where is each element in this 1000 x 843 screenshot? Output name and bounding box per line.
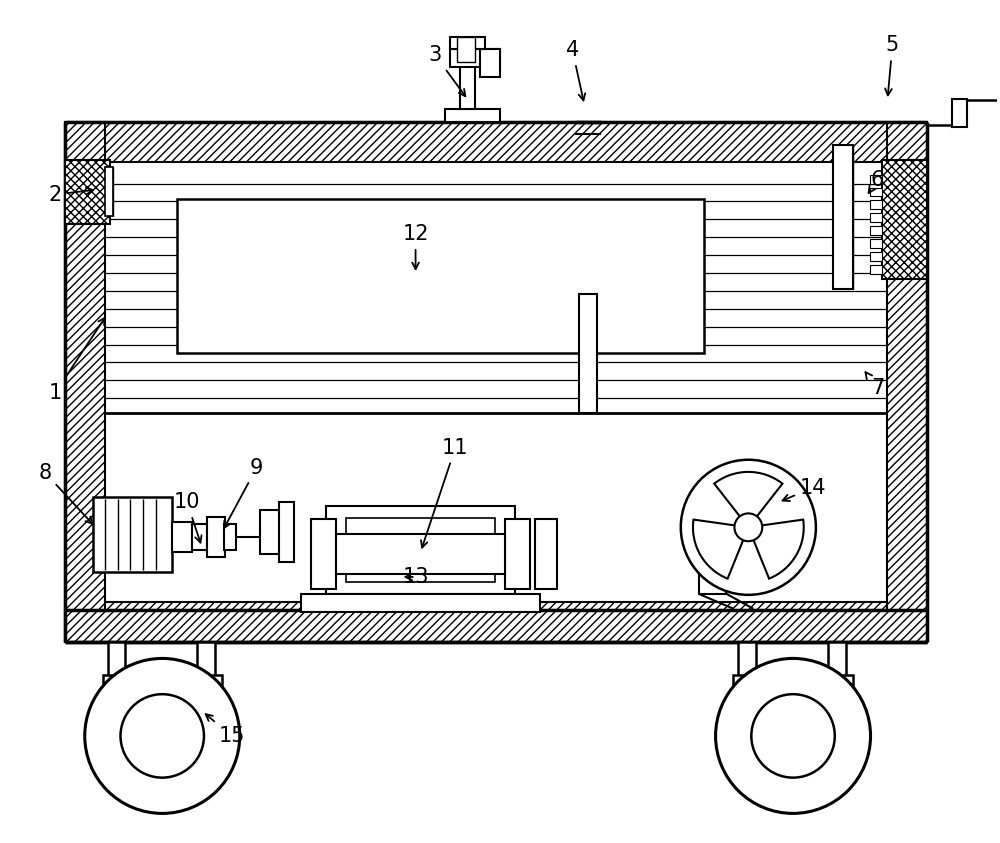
Bar <box>870 239 882 248</box>
Bar <box>887 122 927 642</box>
Bar <box>952 99 967 127</box>
Text: 8: 8 <box>38 463 92 524</box>
Bar <box>870 187 882 196</box>
Circle shape <box>121 694 204 777</box>
Bar <box>870 175 882 184</box>
Bar <box>346 518 495 582</box>
Bar <box>207 518 225 557</box>
Text: 11: 11 <box>421 438 469 548</box>
Text: 9: 9 <box>224 458 263 528</box>
Bar <box>738 642 756 691</box>
Bar <box>870 265 882 274</box>
Bar <box>828 642 846 691</box>
Bar <box>733 675 853 691</box>
Text: 1: 1 <box>48 318 105 403</box>
Bar <box>103 675 222 691</box>
Text: 10: 10 <box>174 492 202 543</box>
Circle shape <box>751 694 835 777</box>
Bar <box>870 252 882 261</box>
Bar <box>65 122 105 642</box>
Bar <box>260 510 281 554</box>
Bar <box>65 602 927 642</box>
Bar <box>505 519 530 589</box>
Bar <box>450 50 500 67</box>
Text: 14: 14 <box>783 478 826 501</box>
Wedge shape <box>748 519 804 578</box>
Bar <box>224 524 236 550</box>
Bar <box>65 609 927 642</box>
Bar <box>870 201 882 209</box>
Circle shape <box>716 658 871 813</box>
Circle shape <box>734 513 762 541</box>
Text: 4: 4 <box>566 40 585 100</box>
Text: 3: 3 <box>429 46 465 96</box>
Text: 5: 5 <box>885 35 899 95</box>
Bar <box>450 36 485 50</box>
Bar <box>301 593 540 612</box>
Bar <box>870 213 882 223</box>
Bar <box>833 145 853 289</box>
Bar <box>457 36 475 62</box>
Bar <box>65 122 927 162</box>
Bar <box>65 159 110 224</box>
Bar <box>579 294 597 413</box>
Bar <box>105 167 113 217</box>
Circle shape <box>85 658 240 813</box>
Text: 13: 13 <box>402 567 429 587</box>
Text: 12: 12 <box>402 224 429 269</box>
Bar <box>870 226 882 235</box>
Wedge shape <box>693 519 748 578</box>
Bar <box>177 200 704 353</box>
Text: 7: 7 <box>865 372 884 398</box>
Bar <box>336 534 505 574</box>
Bar <box>93 497 172 572</box>
Bar <box>192 524 207 550</box>
Wedge shape <box>714 472 782 528</box>
Bar <box>326 507 515 593</box>
Circle shape <box>681 459 816 595</box>
Bar <box>882 159 927 279</box>
Bar <box>172 523 192 552</box>
Text: 2: 2 <box>48 185 93 205</box>
Bar <box>445 109 500 122</box>
Bar <box>687 504 717 523</box>
Text: 6: 6 <box>869 169 884 193</box>
Bar <box>480 50 500 78</box>
Bar <box>699 519 726 593</box>
Bar <box>311 519 336 589</box>
Bar <box>279 502 294 562</box>
Bar <box>108 642 125 691</box>
Bar <box>535 519 557 589</box>
Bar <box>197 642 215 691</box>
Bar <box>460 50 475 109</box>
Text: 15: 15 <box>206 714 245 746</box>
